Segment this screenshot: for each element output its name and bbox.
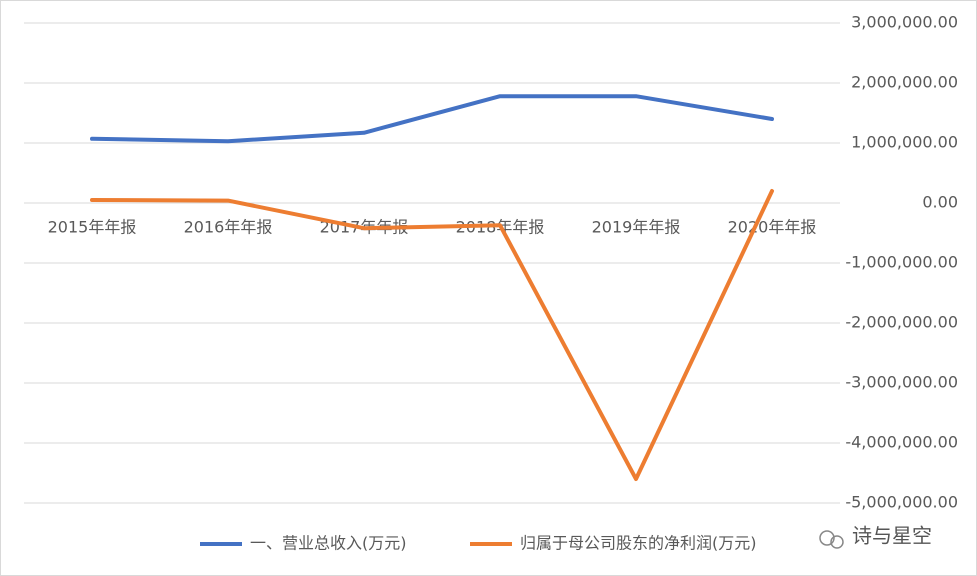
y-tick-label: 3,000,000.00 — [851, 13, 958, 32]
y-tick-label: -4,000,000.00 — [845, 433, 958, 452]
y-tick-label: 1,000,000.00 — [851, 133, 958, 152]
y-tick-label: -3,000,000.00 — [845, 373, 958, 392]
x-tick-label: 2015年年报 — [48, 218, 137, 237]
line-series — [90, 189, 774, 481]
watermark: 诗与星空 — [819, 524, 932, 549]
y-tick-label: 0.00 — [922, 193, 958, 212]
y-tick-label: -5,000,000.00 — [845, 493, 958, 512]
x-tick-label: 2019年年报 — [592, 218, 681, 237]
y-tick-label: -1,000,000.00 — [845, 253, 958, 272]
legend-label: 归属于母公司股东的净利润(万元) — [520, 534, 757, 553]
legend-label: 一、营业总收入(万元) — [250, 534, 407, 553]
watermark-icon — [819, 530, 835, 546]
watermark-icon — [830, 535, 844, 549]
y-tick-label: -2,000,000.00 — [845, 313, 958, 332]
watermark-text: 诗与星空 — [852, 524, 932, 548]
line-series — [90, 94, 774, 144]
x-tick-label: 2020年年报 — [728, 218, 817, 237]
y-tick-label: 2,000,000.00 — [851, 73, 958, 92]
x-tick-label: 2016年年报 — [184, 218, 273, 237]
